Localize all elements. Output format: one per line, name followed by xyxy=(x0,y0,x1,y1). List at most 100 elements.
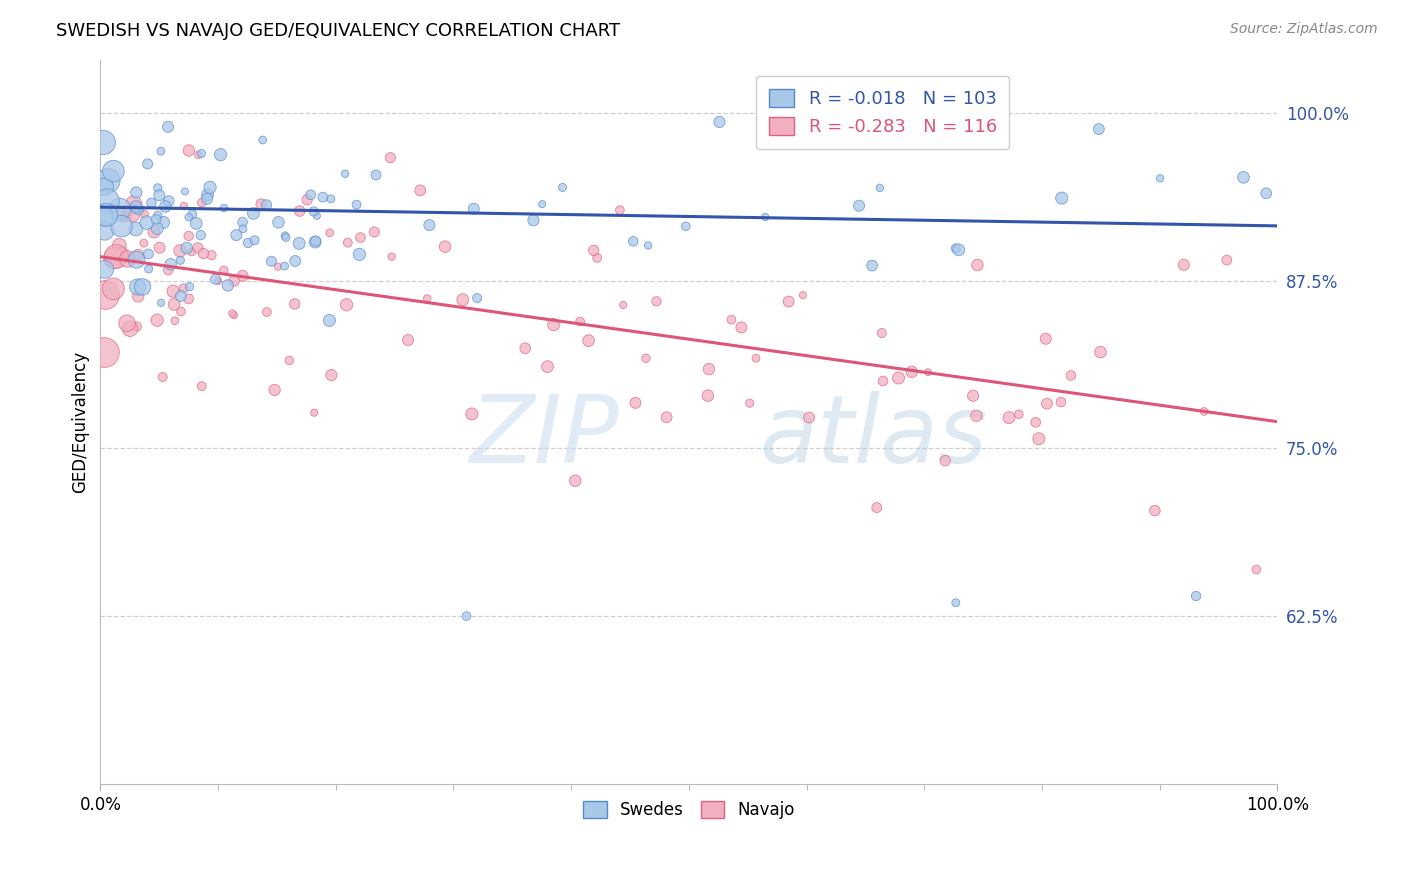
Point xyxy=(284,297,307,311)
Point xyxy=(900,365,922,379)
Point xyxy=(170,304,193,318)
Point xyxy=(319,226,342,240)
Point xyxy=(1143,503,1166,517)
Point xyxy=(720,312,742,326)
Point xyxy=(177,210,200,224)
Text: atlas: atlas xyxy=(759,391,988,482)
Point xyxy=(1149,171,1171,186)
Point xyxy=(1216,253,1239,268)
Point xyxy=(263,383,285,397)
Point xyxy=(274,230,297,244)
Point xyxy=(170,289,193,303)
Point xyxy=(103,164,125,178)
Point xyxy=(212,201,235,215)
Point xyxy=(866,500,889,515)
Point xyxy=(115,316,138,330)
Point xyxy=(582,244,605,258)
Point xyxy=(169,244,191,258)
Point xyxy=(94,210,117,224)
Point xyxy=(465,291,488,305)
Point xyxy=(797,410,820,425)
Point xyxy=(162,285,184,299)
Point xyxy=(697,389,720,403)
Point xyxy=(1050,395,1073,409)
Point xyxy=(157,263,180,277)
Point xyxy=(187,148,209,162)
Point xyxy=(1090,345,1112,359)
Point xyxy=(284,254,307,268)
Point xyxy=(965,409,987,423)
Point xyxy=(934,453,956,467)
Point xyxy=(730,320,752,334)
Point xyxy=(190,228,212,243)
Point xyxy=(792,288,814,302)
Point xyxy=(945,241,967,255)
Point xyxy=(697,362,720,376)
Point xyxy=(564,474,586,488)
Point xyxy=(232,268,254,283)
Point xyxy=(543,318,565,332)
Point xyxy=(135,216,157,230)
Point xyxy=(207,274,229,288)
Point xyxy=(1246,563,1268,577)
Point xyxy=(110,249,132,263)
Point xyxy=(1185,589,1208,603)
Point xyxy=(108,202,131,217)
Point xyxy=(299,187,322,202)
Point xyxy=(193,246,215,260)
Point xyxy=(125,186,148,200)
Point xyxy=(634,351,657,366)
Point xyxy=(522,213,544,227)
Point xyxy=(252,133,274,147)
Point xyxy=(335,298,357,312)
Point xyxy=(138,247,160,261)
Y-axis label: GED/Equivalency: GED/Equivalency xyxy=(72,351,89,492)
Point xyxy=(180,244,202,259)
Point xyxy=(998,410,1021,425)
Point xyxy=(463,202,485,216)
Point xyxy=(179,279,201,293)
Point xyxy=(117,252,139,266)
Point xyxy=(148,188,170,202)
Point xyxy=(217,278,239,293)
Point xyxy=(346,197,368,211)
Point xyxy=(221,306,243,320)
Point xyxy=(336,235,359,250)
Text: ZIP: ZIP xyxy=(468,391,619,482)
Point xyxy=(197,187,219,202)
Point xyxy=(127,280,149,294)
Point xyxy=(195,192,218,206)
Point xyxy=(1028,432,1050,446)
Text: SWEDISH VS NAVAJO GED/EQUIVALENCY CORRELATION CHART: SWEDISH VS NAVAJO GED/EQUIVALENCY CORREL… xyxy=(56,22,620,40)
Point xyxy=(256,305,278,319)
Point xyxy=(152,370,174,384)
Point xyxy=(531,197,554,211)
Point xyxy=(127,289,149,303)
Point xyxy=(1008,407,1031,421)
Point xyxy=(105,250,128,264)
Point xyxy=(637,238,659,252)
Point xyxy=(125,222,148,236)
Point xyxy=(288,236,311,251)
Point xyxy=(621,235,644,249)
Point xyxy=(173,199,195,213)
Point xyxy=(190,146,212,161)
Point xyxy=(198,180,221,194)
Point xyxy=(1256,186,1278,201)
Point xyxy=(745,351,768,366)
Point xyxy=(121,206,143,220)
Point xyxy=(132,236,155,251)
Point xyxy=(169,253,191,268)
Point xyxy=(848,199,870,213)
Point xyxy=(146,221,169,235)
Point xyxy=(114,207,136,221)
Point xyxy=(1060,368,1083,383)
Point xyxy=(212,263,235,277)
Point xyxy=(536,359,558,374)
Point xyxy=(93,345,115,359)
Point xyxy=(94,288,117,302)
Point xyxy=(127,202,149,217)
Point xyxy=(187,241,209,255)
Point xyxy=(1035,332,1057,346)
Point xyxy=(302,406,325,420)
